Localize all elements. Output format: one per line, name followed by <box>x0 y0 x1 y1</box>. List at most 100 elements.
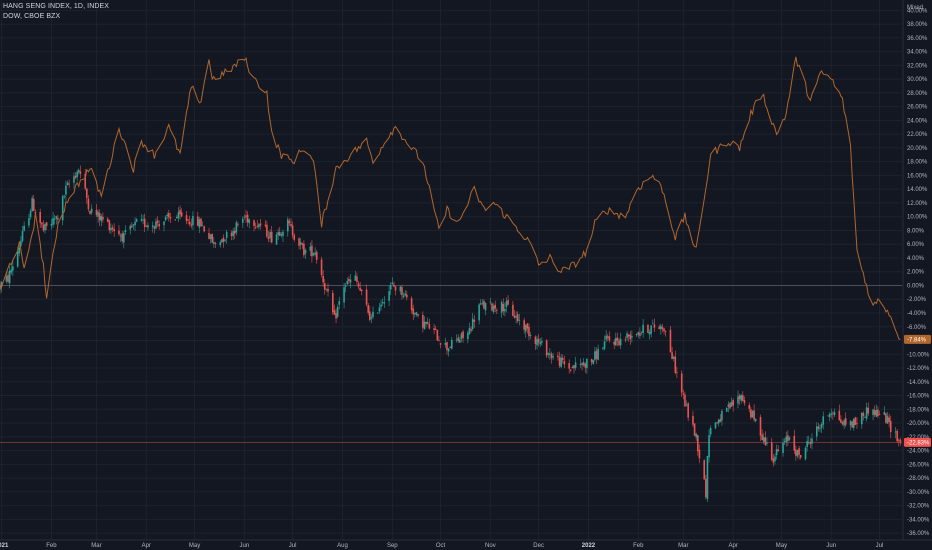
candle-body <box>123 232 125 243</box>
candle-body <box>44 223 46 231</box>
candle-body <box>42 224 45 231</box>
candle-body <box>156 220 159 224</box>
candle-body <box>640 331 643 333</box>
candle-body <box>743 399 746 404</box>
candle-body <box>513 315 516 318</box>
candle-body <box>372 311 374 318</box>
candle-body <box>523 320 525 330</box>
candle-body <box>484 303 487 311</box>
candle-body <box>647 324 649 333</box>
candle-body <box>391 282 394 285</box>
y-tick-label: 40.00% <box>907 8 928 14</box>
candle-body <box>512 304 514 316</box>
candle-body <box>787 435 789 442</box>
candle-body <box>822 416 825 425</box>
candle-body <box>502 303 505 312</box>
candle-body <box>243 216 246 218</box>
candle-body <box>660 325 662 329</box>
candle-body <box>45 222 48 227</box>
candle-body <box>478 304 480 321</box>
candle-body <box>50 223 53 226</box>
legend-main-symbol[interactable]: HANG SENG INDEX, 1D, INDEX <box>3 3 110 10</box>
candle-body <box>762 437 765 442</box>
candle-body <box>602 348 604 349</box>
candle-body <box>560 357 562 368</box>
candle-body <box>415 312 418 315</box>
y-tick-label: 4.00% <box>907 256 925 262</box>
candle-body <box>582 362 585 366</box>
y-tick-label: -36.00% <box>907 531 930 537</box>
candle-body <box>32 199 35 211</box>
candle-body <box>143 218 146 227</box>
candle-body <box>457 337 460 342</box>
compare-series-line[interactable] <box>0 56 901 340</box>
candle-body <box>315 251 318 260</box>
y-tick-label: 14.00% <box>907 187 928 193</box>
candle-body <box>222 237 225 242</box>
y-tick-label: -4.00% <box>907 311 927 317</box>
candle-body <box>889 420 892 432</box>
candle-body <box>412 308 415 315</box>
x-tick-label: Jun <box>826 543 836 549</box>
candle-body <box>201 225 204 227</box>
candle-body <box>843 420 845 426</box>
candle-body <box>383 302 386 304</box>
candle-body <box>872 409 874 415</box>
candle-body <box>605 335 607 340</box>
candle-body <box>426 322 429 324</box>
candle-body <box>528 326 530 337</box>
time-axis[interactable]: 2021 Feb Mar Apr May Jun Jul Aug Sep Oct Nov Dec 202… <box>0 543 883 549</box>
y-tick-label: 18.00% <box>907 160 928 166</box>
y-tick-label: 16.00% <box>907 173 928 179</box>
y-tick-label: -18.00% <box>907 407 930 413</box>
candle-body <box>729 403 731 409</box>
candle-body <box>642 324 644 334</box>
candle-body <box>113 229 115 232</box>
candle-body <box>198 219 201 228</box>
candle-body <box>325 288 328 290</box>
candle-body <box>761 434 763 441</box>
candle-body <box>697 435 699 452</box>
candle-body <box>777 449 779 452</box>
candle-body <box>460 333 463 339</box>
candle-body <box>312 253 315 256</box>
candle-body <box>428 323 431 329</box>
candle-body <box>28 218 30 226</box>
candle-body <box>370 317 373 319</box>
price-axis[interactable]: 40.00% 38.00% 36.00% 34.00% 32.00% 30.00% 28.0… <box>907 8 930 537</box>
y-tick-label: -16.00% <box>907 394 930 400</box>
candle-body <box>246 214 249 223</box>
candle-body <box>357 283 360 287</box>
candle-body <box>208 232 210 239</box>
candle-body <box>753 410 755 420</box>
candle-body <box>552 356 554 358</box>
candle-body <box>619 338 622 346</box>
candle-body <box>561 357 564 361</box>
candle-body <box>451 339 453 349</box>
candle-body <box>672 356 675 359</box>
candle-body <box>433 328 435 330</box>
candle-body <box>320 259 323 275</box>
candle-body <box>438 340 440 342</box>
compare-badge-background <box>904 334 931 344</box>
candle-body <box>169 217 172 219</box>
candle-body <box>436 329 439 341</box>
candle-body <box>730 402 733 407</box>
y-tick-label: 34.00% <box>907 50 928 56</box>
candle-body <box>815 426 818 437</box>
candle-body <box>253 220 255 227</box>
y-tick-label: -20.00% <box>907 421 930 427</box>
candle-body <box>359 287 361 291</box>
legend-compare-symbol[interactable]: DOW, CBOE BZX <box>3 13 61 20</box>
x-tick-label: Feb <box>633 543 644 549</box>
scale-mode-label[interactable]: Mixed <box>907 5 923 11</box>
candle-body <box>811 438 813 444</box>
x-tick-label: Oct <box>436 543 446 549</box>
candle-body <box>335 312 337 319</box>
candlestick-series[interactable] <box>0 165 902 502</box>
main-value-badge: -22.83% <box>904 437 931 447</box>
candle-body <box>774 456 776 462</box>
candle-body <box>737 396 739 404</box>
